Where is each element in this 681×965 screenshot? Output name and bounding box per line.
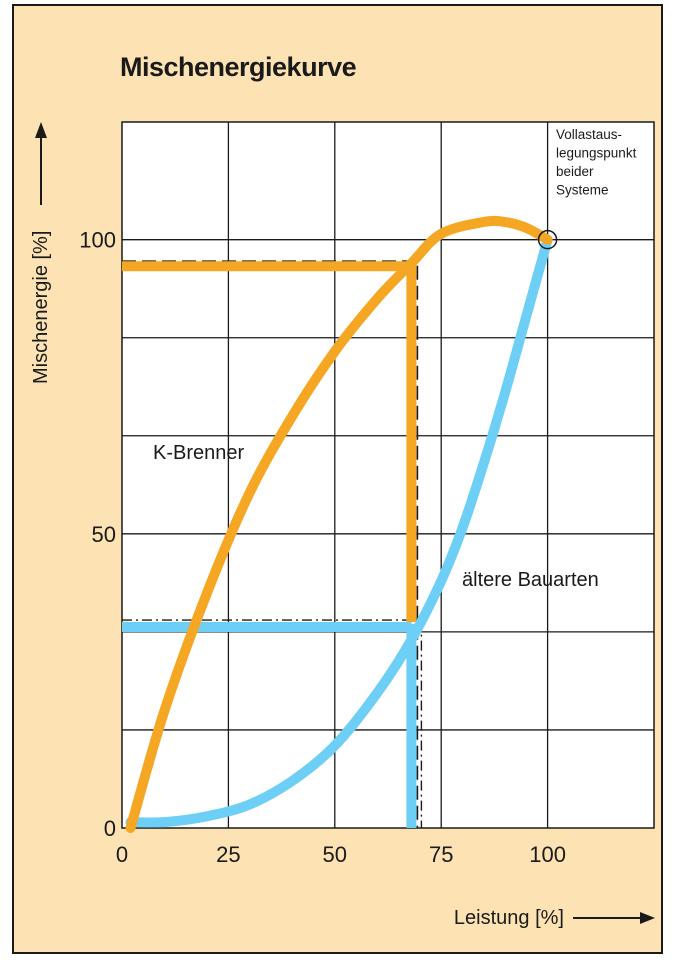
annotation-line: Vollastaus-: [556, 127, 622, 142]
series-label-aeltere-bauarten: ältere Bauarten: [462, 569, 599, 591]
annotation-line: Systeme: [556, 183, 609, 198]
y-tick-label: 0: [104, 816, 116, 841]
y-axis-arrowhead: [35, 122, 47, 138]
tick-labels: 0 25 50 75 100 0 50 100: [79, 228, 566, 867]
x-axis-arrowhead: [640, 912, 655, 924]
plot-area: [121, 121, 655, 829]
annotation-full-load-point: Vollastaus- legungspunkt beider Systeme: [537, 127, 637, 250]
x-tick-label: 25: [216, 842, 240, 867]
x-tick-label: 75: [429, 842, 453, 867]
full-load-point-marker: [537, 229, 558, 250]
x-tick-label: 0: [116, 842, 128, 867]
series-label-k-brenner: K-Brenner: [153, 442, 244, 464]
aeltere-reference-line: [122, 621, 417, 828]
series-line-k-brenner: [125, 215, 553, 833]
series-layer: [125, 215, 553, 833]
grid: [121, 121, 655, 829]
y-tick-label: 100: [79, 228, 116, 253]
annotation-line: beider: [556, 164, 594, 179]
y-tick-label: 50: [92, 522, 116, 547]
series-line-aeltere-bauarten: [125, 234, 553, 828]
chart-title: Mischenergiekurve: [120, 52, 357, 82]
x-tick-label: 50: [323, 842, 347, 867]
y-axis-label: Mischenergie [%]: [30, 231, 52, 384]
annotation-line: legungspunkt: [556, 146, 637, 161]
x-tick-label: 100: [529, 842, 566, 867]
x-axis-label: Leistung [%]: [454, 907, 564, 929]
